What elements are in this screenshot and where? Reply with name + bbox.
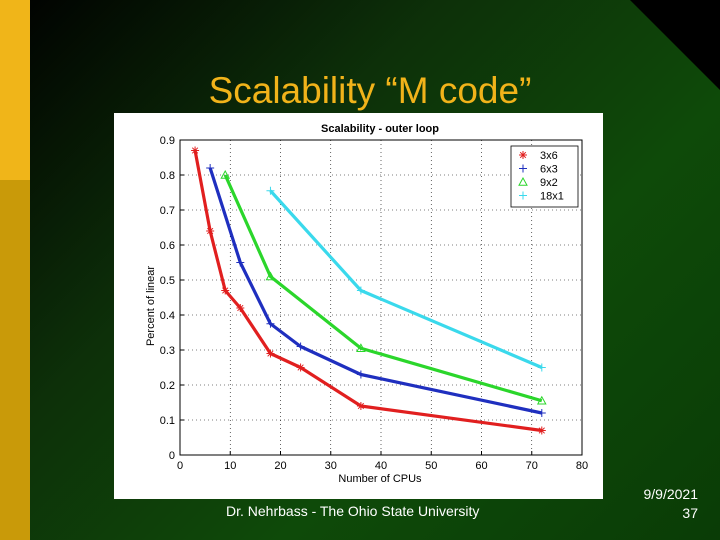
data-point-marker — [296, 342, 305, 351]
data-point-marker — [206, 164, 215, 172]
data-point-marker — [296, 363, 305, 372]
data-point-marker — [519, 164, 527, 173]
y-tick-label: 0.2 — [160, 380, 175, 392]
series-line-6x3 — [208, 167, 543, 415]
x-tick-label: 0 — [177, 460, 183, 472]
y-tick-label: 0.7 — [160, 205, 175, 217]
data-point-marker — [537, 363, 546, 372]
y-tick-label: 0.5 — [160, 275, 175, 287]
footer-date-block: 9/9/2021 37 — [644, 485, 699, 523]
x-tick-label: 60 — [475, 460, 487, 472]
x-tick-label: 10 — [224, 460, 236, 472]
y-tick-label: 0.9 — [160, 135, 175, 147]
data-point-marker — [266, 319, 275, 328]
y-axis-label: Percent of linear — [145, 266, 157, 346]
footer-text: Dr. Nehrbass - The Ohio State University — [226, 503, 480, 519]
legend-label: 6x3 — [540, 164, 558, 176]
x-tick-label: 20 — [274, 460, 286, 472]
series-line-18x1 — [269, 189, 543, 369]
data-point-marker — [236, 304, 245, 312]
data-point-marker — [266, 186, 275, 195]
x-tick-label: 30 — [325, 460, 337, 472]
y-tick-label: 0.8 — [160, 170, 175, 182]
data-point-marker — [519, 191, 527, 200]
y-tick-label: 0.1 — [160, 415, 175, 427]
x-tick-label: 50 — [425, 460, 437, 472]
data-point-marker — [191, 146, 200, 155]
series-line-9x2 — [223, 174, 543, 403]
chart-title: Scalability - outer loop — [321, 123, 439, 135]
data-point-marker — [266, 349, 275, 358]
data-point-marker — [518, 176, 528, 186]
y-tick-label: 0 — [169, 450, 175, 462]
data-point-marker — [537, 426, 546, 435]
data-point-marker — [519, 151, 527, 159]
series-line-3x6 — [193, 150, 543, 433]
x-axis-label: Number of CPUs — [338, 473, 422, 485]
scalability-chart: Scalability - outer loop Number of CPUs … — [145, 123, 588, 485]
left-accent-stripe-top — [0, 0, 30, 180]
corner-shape — [630, 0, 720, 90]
y-tick-label: 0.3 — [160, 345, 175, 357]
data-point-marker — [236, 258, 245, 267]
slide-title: Scalability “M code” — [208, 70, 532, 111]
legend-label: 3x6 — [540, 150, 558, 162]
data-point-marker — [537, 409, 546, 417]
chart-panel: Scalability - outer loop Number of CPUs … — [114, 113, 603, 499]
data-point-marker — [220, 169, 231, 179]
y-tick-label: 0.4 — [160, 310, 175, 322]
data-point-marker — [265, 271, 276, 281]
page-number: 37 — [682, 505, 698, 521]
data-point-marker — [356, 286, 365, 295]
data-point-marker — [536, 395, 547, 405]
y-tick-label: 0.6 — [160, 240, 175, 252]
data-point-marker — [356, 402, 365, 410]
footer-date: 9/9/2021 — [643, 486, 699, 502]
legend-label: 18x1 — [540, 191, 564, 203]
data-point-marker — [356, 370, 365, 379]
x-tick-label: 80 — [576, 460, 588, 472]
legend-label: 9x2 — [540, 177, 558, 189]
data-point-marker — [206, 227, 215, 235]
x-tick-label: 70 — [526, 460, 538, 472]
data-point-marker — [221, 286, 230, 295]
x-tick-label: 40 — [375, 460, 387, 472]
data-point-marker — [356, 343, 366, 352]
